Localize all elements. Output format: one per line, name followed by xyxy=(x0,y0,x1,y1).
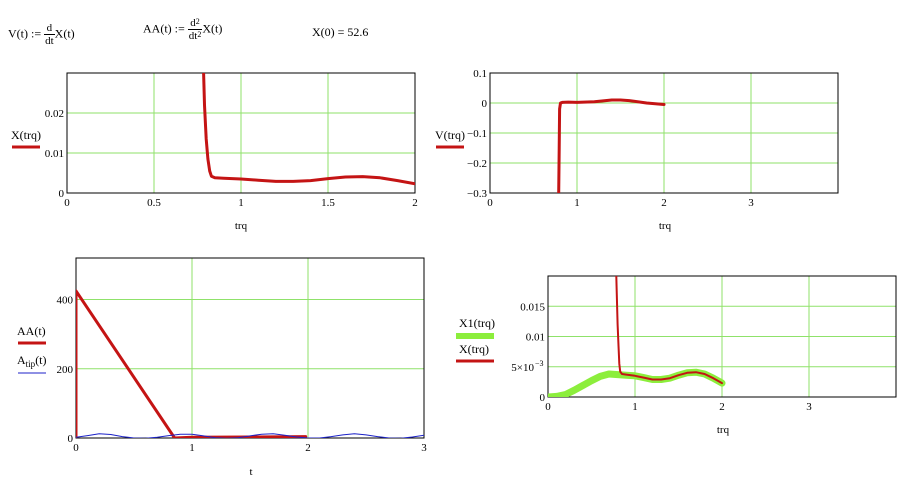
y-tick-label: −0.1 xyxy=(467,128,487,140)
v-frac-num: d xyxy=(44,22,55,35)
legend-x1-swatch xyxy=(456,333,494,339)
legend-aa-swatch xyxy=(18,341,46,345)
legend-x-label: X(trq) xyxy=(459,342,489,356)
series-line-x-trq- xyxy=(202,73,415,186)
y-tick-label: 0.02 xyxy=(45,108,64,120)
aa-frac-num: d xyxy=(190,17,196,29)
y-tick-label: 0 xyxy=(540,392,546,404)
legend-aa-t: AA(t) Atip(t) xyxy=(17,324,47,376)
x-tick-label: 1 xyxy=(238,197,244,209)
series-line-atip-t- xyxy=(76,433,424,438)
x-tick-label: 0 xyxy=(545,401,551,413)
x-axis-label: t xyxy=(249,466,252,478)
y-tick-label: 0 xyxy=(68,433,74,445)
legend-aa-label: AA(t) xyxy=(17,324,46,338)
x-tick-label: 1 xyxy=(632,401,638,413)
y-tick-label: −0.3 xyxy=(467,188,487,200)
legend-x-swatch xyxy=(456,359,494,363)
aa-rhs: X(t) xyxy=(202,21,223,36)
legend-v-trq-swatch xyxy=(436,145,464,149)
series-line-x1-trq- xyxy=(548,368,726,397)
y-tick-label: 0.015 xyxy=(520,301,545,313)
legend-x1-label: X1(trq) xyxy=(459,316,495,330)
series-group xyxy=(548,276,726,397)
series-line-aa-t- xyxy=(76,289,308,438)
x-tick-label: 1 xyxy=(574,197,580,209)
legend-x-trq-swatch xyxy=(12,145,40,149)
x-tick-label: 2 xyxy=(661,197,667,209)
initial-value: X(0) = 52.6 xyxy=(312,25,369,39)
series-line-x-trq- xyxy=(615,276,723,385)
y-tick-label: 0 xyxy=(482,98,488,110)
y-tick-label: −0.2 xyxy=(467,158,487,170)
legend-x-trq-label: X(trq) xyxy=(11,128,41,142)
legend-atip-t: (t) xyxy=(35,353,47,367)
series-line-v-trq- xyxy=(557,98,666,193)
legend-v-trq-label: V(trq) xyxy=(435,128,465,142)
v-rhs: X(t) xyxy=(54,26,75,41)
legend-atip-swatch xyxy=(18,372,46,374)
x-tick-label: 0 xyxy=(487,197,493,209)
x-tick-label: 0.5 xyxy=(147,197,161,209)
x-tick-label: 0 xyxy=(64,197,70,209)
aa-frac-den-exp: 2 xyxy=(197,30,202,39)
y-tick-label: 400 xyxy=(57,295,74,307)
y-tick-label: 0.01 xyxy=(45,148,64,160)
x-tick-label: 3 xyxy=(421,442,427,454)
plot-frame xyxy=(66,72,416,194)
velocity-definition: V(t) := d dt X(t) xyxy=(8,22,75,47)
x-tick-label: 1.5 xyxy=(321,197,335,209)
legend-v-trq: V(trq) xyxy=(435,128,465,150)
legend-x-trq: X(trq) xyxy=(11,128,41,150)
aa-frac-num-exp: 2 xyxy=(195,17,200,26)
v-lhs: V(t) := xyxy=(8,26,42,41)
v-frac-den: dt xyxy=(45,35,54,47)
v-derivative-fraction: d dt xyxy=(44,22,55,47)
y-tick-label: 0.01 xyxy=(526,332,545,344)
series-group xyxy=(202,73,415,186)
y-tick-label: 0 xyxy=(59,188,65,200)
x-tick-label: 0 xyxy=(73,442,79,454)
x-axis-label: trq xyxy=(235,220,248,232)
x-tick-label: 3 xyxy=(806,401,812,413)
x-axis-label: trq xyxy=(659,220,672,232)
x-tick-label: 1 xyxy=(189,442,195,454)
x-axis-label: trq xyxy=(717,424,730,436)
x-tick-label: 2 xyxy=(719,401,725,413)
legend-atip-label: Atip(t) xyxy=(17,353,47,369)
aa-lhs: AA(t) := xyxy=(143,21,185,36)
legend-atip-sub: tip xyxy=(25,359,36,369)
y-tick-label: 5×10 xyxy=(511,362,534,374)
series-group xyxy=(76,289,424,438)
aa-frac-den: dt xyxy=(188,30,198,42)
x-tick-label: 3 xyxy=(748,197,754,209)
x-tick-label: 2 xyxy=(412,197,418,209)
plot-frame xyxy=(75,257,425,439)
legend-x1-x-trq: X1(trq) X(trq) xyxy=(455,316,495,364)
aa-derivative-fraction: d2 dt2 xyxy=(187,17,203,42)
x-tick-label: 2 xyxy=(305,442,311,454)
plot-frame xyxy=(547,275,897,398)
series-group xyxy=(557,98,666,193)
y-tick-exponent: −3 xyxy=(535,359,544,368)
y-tick-label: 0.1 xyxy=(473,68,487,80)
plot-frame xyxy=(489,72,839,194)
y-tick-label: 200 xyxy=(57,364,74,376)
legend-atip-a: A xyxy=(17,353,26,367)
acceleration-definition: AA(t) := d2 dt2 X(t) xyxy=(143,17,222,42)
